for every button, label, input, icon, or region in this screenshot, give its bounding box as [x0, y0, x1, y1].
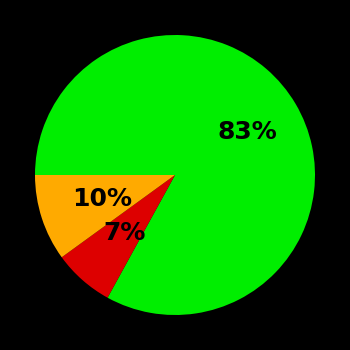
Text: 83%: 83%: [217, 120, 277, 144]
Text: 10%: 10%: [72, 187, 132, 211]
Wedge shape: [35, 35, 315, 315]
Wedge shape: [62, 175, 175, 298]
Wedge shape: [35, 175, 175, 257]
Text: 7%: 7%: [103, 221, 145, 245]
